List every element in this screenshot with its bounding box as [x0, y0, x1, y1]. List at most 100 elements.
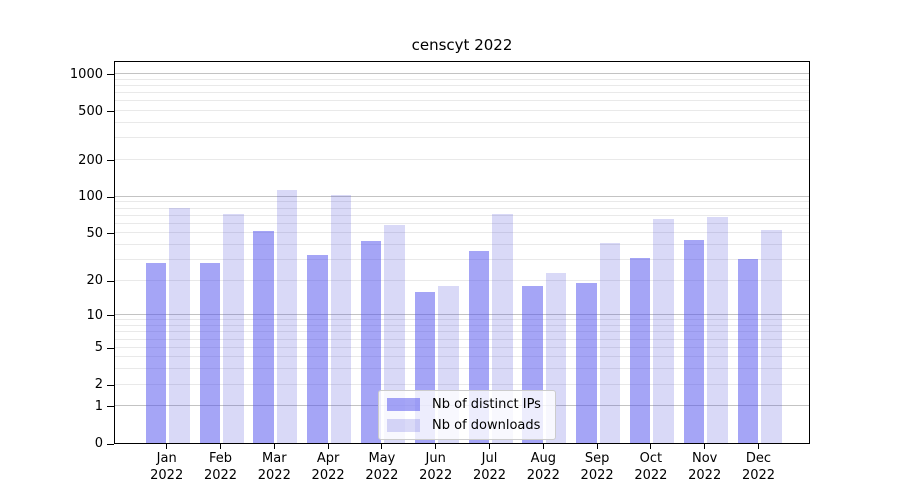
x-tick-label-year: 2022 [257, 468, 291, 483]
x-tick-label-month: Sep [584, 451, 610, 466]
x-tick-mark [381, 444, 383, 449]
y-tick-label: 1 [94, 398, 103, 414]
gridline-minor [115, 159, 809, 161]
x-tick-label-month: Aug [530, 451, 556, 466]
legend: Nb of distinct IPs Nb of downloads [378, 390, 556, 440]
gridline-minor [115, 85, 809, 87]
x-tick-label: Oct 2022 [619, 450, 683, 484]
y-tick-mark [107, 233, 114, 235]
x-tick-mark [435, 444, 437, 449]
chart-title: censcyt 2022 [411, 36, 513, 54]
y-tick-mark [107, 280, 114, 282]
bar-nb-of-distinct-ips [307, 254, 328, 443]
x-tick-label-year: 2022 [634, 468, 668, 483]
bar-nb-of-downloads [276, 190, 298, 443]
y-tick-label: 1000 [69, 66, 103, 82]
x-tick-label: Jan 2022 [135, 450, 199, 484]
x-tick-label-year: 2022 [526, 468, 560, 483]
bar-nb-of-distinct-ips [145, 263, 167, 443]
y-tick-label: 0 [94, 436, 103, 451]
gridline-minor [115, 356, 809, 358]
x-tick-label: Feb 2022 [189, 450, 253, 484]
y-tick-label: 500 [78, 103, 103, 119]
x-tick-mark [220, 444, 221, 449]
bar-nb-of-downloads [492, 213, 513, 443]
x-tick-label-month: May [368, 451, 396, 466]
x-tick-mark [542, 444, 544, 449]
legend-item-downloads: Nb of downloads [387, 418, 547, 433]
x-tick-label: Dec 2022 [727, 450, 791, 484]
x-tick-label-year: 2022 [688, 468, 722, 483]
bar-nb-of-downloads [330, 195, 352, 443]
gridline-minor [115, 244, 809, 245]
gridline-minor [115, 279, 809, 281]
y-tick-mark [107, 443, 114, 445]
x-tick-label-year: 2022 [203, 468, 238, 483]
plot-area [114, 61, 810, 444]
y-tick-mark [107, 384, 114, 386]
gridline-minor [115, 325, 809, 327]
gridline-minor [115, 78, 809, 80]
gridline-minor [115, 319, 809, 321]
gridline-minor [115, 207, 809, 209]
y-tick-label: 10 [86, 307, 103, 323]
x-tick-mark [650, 444, 652, 449]
bar-nb-of-downloads [599, 243, 621, 443]
bar-nb-of-distinct-ips [199, 263, 220, 443]
x-tick-label-month: Apr [316, 451, 340, 466]
gridline-minor [115, 122, 809, 124]
x-tick-label-year: 2022 [150, 468, 184, 483]
gridline-major [115, 73, 809, 75]
gridline-major [115, 314, 809, 316]
x-tick-label-month: Dec [745, 451, 772, 466]
x-tick-label: May 2022 [350, 450, 414, 484]
gridline-minor [115, 100, 809, 102]
gridline-minor [115, 222, 809, 224]
y-tick-label: 50 [86, 225, 103, 241]
bar-nb-of-downloads [223, 213, 244, 443]
y-tick-label: 5 [94, 340, 103, 356]
x-tick-mark [596, 444, 598, 449]
gridline-minor [115, 110, 809, 112]
y-tick-label: 200 [78, 152, 103, 168]
bar-nb-of-distinct-ips [576, 282, 597, 443]
x-tick-mark [489, 444, 490, 449]
gridline-minor [115, 258, 809, 260]
x-tick-label: Nov 2022 [673, 450, 737, 484]
bar-nb-of-downloads [707, 216, 728, 443]
gridline-minor [115, 214, 809, 216]
x-tick-mark [758, 444, 759, 449]
y-tick-mark [107, 160, 114, 162]
gridline-major [115, 195, 809, 197]
gridline-minor [115, 201, 809, 203]
x-tick-label-year: 2022 [741, 468, 776, 483]
gridline-minor [115, 331, 809, 333]
gridline-minor [115, 383, 809, 385]
y-tick-mark [107, 315, 114, 317]
legend-swatch-downloads [387, 419, 420, 432]
bar-nb-of-distinct-ips [629, 257, 651, 443]
bar-nb-of-distinct-ips [360, 240, 382, 443]
x-tick-label-month: Jan [156, 451, 177, 466]
x-tick-label: Jul 2022 [458, 450, 522, 484]
y-tick-mark [107, 196, 114, 198]
x-tick-label-month: Mar [262, 451, 287, 466]
y-tick-label: 20 [86, 273, 103, 289]
bar-nb-of-downloads [653, 219, 674, 443]
gridline-minor [115, 368, 809, 370]
gridline-minor [115, 338, 809, 340]
x-tick-label-month: Feb [208, 451, 233, 466]
bar-nb-of-distinct-ips [253, 230, 274, 443]
x-tick-label-month: Jun [425, 451, 446, 466]
x-tick-mark [273, 444, 275, 449]
x-tick-label-year: 2022 [311, 468, 345, 483]
x-tick-label: Apr 2022 [296, 450, 360, 484]
x-tick-label-year: 2022 [365, 468, 399, 483]
x-tick-label-month: Oct [639, 451, 663, 466]
y-tick-mark [107, 347, 114, 349]
y-tick-mark [107, 111, 114, 113]
x-tick-label: Sep 2022 [565, 450, 629, 484]
x-tick-label: Jun 2022 [404, 450, 468, 484]
y-tick-label: 2 [94, 377, 103, 393]
